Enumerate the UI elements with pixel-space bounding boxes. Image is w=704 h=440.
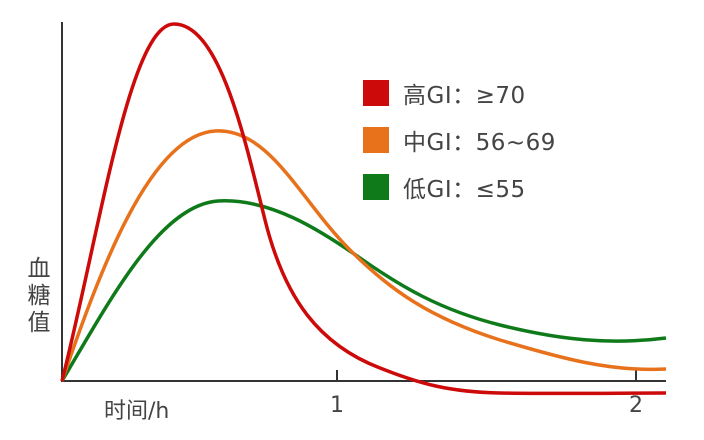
y-axis-label: 血 糖 值 (24, 256, 54, 337)
legend-item-medium-gi: 中GI：56~69 (363, 125, 556, 156)
high-gi-curve (60, 22, 667, 396)
y-label-char: 糖 (27, 283, 51, 309)
legend-label: 低GI：≤55 (403, 177, 526, 203)
legend-item-high-gi: 高GI：≥70 (363, 78, 556, 109)
low-gi-curve (60, 199, 667, 382)
y-label-char: 值 (27, 310, 51, 336)
legend-item-low-gi: 低GI：≤55 (363, 172, 556, 203)
orange-swatch-icon (363, 127, 389, 153)
legend-label: 中GI：56~69 (403, 130, 556, 156)
x-axis-label: 时间/h (104, 399, 170, 424)
red-swatch-icon (363, 80, 389, 106)
green-swatch-icon (363, 174, 389, 200)
legend-label: 高GI：≥70 (403, 83, 526, 109)
x-tick-label-1: 1 (330, 393, 344, 418)
x-tick-label-2: 2 (629, 393, 643, 418)
legend: 高GI：≥70 中GI：56~69 低GI：≤55 (363, 78, 556, 219)
medium-gi-curve (60, 129, 667, 382)
y-label-char: 血 (27, 256, 51, 282)
